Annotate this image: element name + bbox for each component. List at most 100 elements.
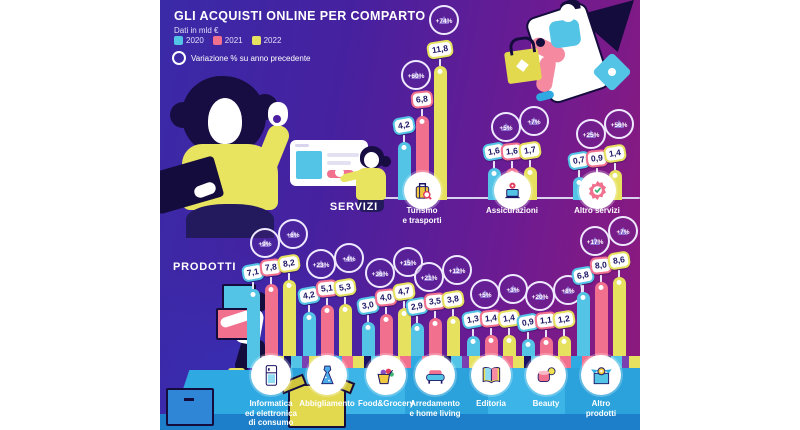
arrow-up-icon bbox=[614, 119, 624, 128]
category-label-assicurazioni: Assicurazioni bbox=[485, 206, 538, 215]
shopping-bag-icon bbox=[503, 47, 543, 85]
bar-column-2020: 7,1 bbox=[240, 262, 266, 368]
dress-icon bbox=[307, 355, 347, 395]
browser-image-block bbox=[296, 151, 322, 179]
arrow-up-icon bbox=[618, 226, 628, 235]
tag-connector bbox=[511, 161, 513, 168]
bar-2021 bbox=[264, 284, 278, 368]
bar-group-informatica-ed-elettronica-di-consumo: 7,1 +9% 7,8 +6% 8,2 bbox=[211, 219, 331, 368]
pct-change-badge: +36% bbox=[365, 258, 395, 289]
category-label-beauty: Beauty bbox=[532, 399, 560, 408]
arrow-up-icon bbox=[529, 116, 539, 125]
tag-connector bbox=[563, 329, 565, 336]
arrow-up-icon bbox=[375, 268, 385, 277]
tag-connector bbox=[508, 328, 510, 335]
tag-connector bbox=[472, 329, 474, 336]
bar-2022 bbox=[446, 316, 460, 368]
value-tag: 8,6 bbox=[606, 250, 632, 271]
tag-connector bbox=[308, 305, 310, 312]
pointing-woman-illustration bbox=[335, 146, 394, 212]
pct-value: +6% bbox=[286, 231, 300, 239]
arrow-up-icon bbox=[590, 236, 600, 245]
bar-column-2021: +17% 8,0 bbox=[580, 224, 613, 368]
pct-value: +21% bbox=[420, 274, 438, 282]
pct-change-badge: +74% bbox=[429, 5, 459, 36]
arrow-up-icon bbox=[586, 129, 596, 138]
pct-value: +74% bbox=[435, 17, 453, 25]
bar-column-2022: +7% 8,6 bbox=[606, 216, 638, 368]
shirt-shape bbox=[548, 18, 582, 49]
year-legend: 2020 2021 2022 bbox=[174, 36, 281, 45]
pct-value: +17% bbox=[586, 238, 604, 246]
pct-change-badge: +4% bbox=[334, 243, 364, 274]
tag-connector bbox=[385, 307, 387, 314]
bar-2022 bbox=[282, 280, 296, 368]
hand-shape bbox=[335, 168, 344, 177]
legend-label: 2020 bbox=[186, 36, 204, 45]
browser-text-line bbox=[327, 153, 359, 157]
bar-2021 bbox=[379, 314, 393, 368]
legend-chip bbox=[212, 36, 222, 45]
browser-text-line bbox=[327, 161, 351, 165]
face-shape bbox=[560, 4, 576, 22]
pct-value: +20% bbox=[531, 293, 549, 301]
tag-connector bbox=[270, 277, 272, 284]
tag-connector bbox=[252, 282, 254, 289]
luggage-icon bbox=[403, 172, 441, 209]
appliance-icon bbox=[251, 355, 291, 395]
pct-change-badge: +3% bbox=[498, 274, 528, 305]
tag-connector bbox=[578, 170, 580, 177]
pct-value: +23% bbox=[312, 261, 330, 269]
closed-box-illustration bbox=[166, 388, 214, 426]
face-shape bbox=[208, 98, 242, 144]
book-icon bbox=[471, 355, 511, 395]
tag-connector bbox=[344, 297, 346, 304]
arrow-up-icon bbox=[508, 284, 518, 293]
legend-chip bbox=[174, 36, 183, 45]
flying-shopper-illustration bbox=[480, 0, 640, 115]
pct-change-badge: +20% bbox=[525, 281, 555, 312]
bar-2022 bbox=[612, 277, 626, 368]
pct-change-badge: +60% bbox=[401, 60, 431, 91]
pct-value: +56% bbox=[610, 121, 628, 129]
pct-value: +7% bbox=[527, 118, 541, 126]
skirt-shape bbox=[358, 198, 384, 212]
bar-2022 bbox=[338, 304, 352, 368]
hair-shape bbox=[380, 156, 391, 167]
tag-connector bbox=[452, 309, 454, 316]
arrow-up-icon bbox=[344, 253, 354, 262]
bar-column-2022: +4% 5,3 bbox=[332, 243, 364, 368]
arrow-up-icon bbox=[260, 238, 270, 247]
legend-chip bbox=[251, 36, 261, 45]
value-tag: 6,8 bbox=[410, 90, 434, 110]
bar-group-altro-prodotti: 6,8 +17% 8,0 +7% 8,6 bbox=[541, 216, 640, 368]
arrow-up-icon bbox=[424, 272, 434, 281]
arrow-up-icon bbox=[452, 265, 462, 274]
category-label-editoria: Editoria bbox=[476, 399, 506, 408]
tag-connector bbox=[527, 332, 529, 339]
arrow-up-icon bbox=[316, 259, 326, 268]
bar-group-abbigliamento: 4,2 +23% 5,1 +4% 5,3 bbox=[267, 243, 387, 368]
bar-column-2021: +9% 7,8 bbox=[250, 226, 283, 368]
pct-value: +12% bbox=[448, 267, 466, 275]
value-tag: 11,8 bbox=[425, 39, 455, 60]
infographic-stage: GLI ACQUISTI ONLINE PER COMPARTO Dati in… bbox=[160, 0, 640, 430]
legend-item-2021: 2021 bbox=[212, 36, 243, 45]
bar-2022 bbox=[433, 66, 447, 200]
platform-front bbox=[160, 414, 640, 430]
pct-value: +15% bbox=[399, 259, 417, 267]
tag-connector bbox=[614, 163, 616, 170]
variation-note: Variazione % su anno precedente bbox=[172, 51, 311, 65]
bar-group-turismo-e-trasporti: 4,2 +60% 6,8 +74% 11,8 bbox=[362, 5, 482, 200]
tag-connector bbox=[416, 316, 418, 323]
bar-column-2022: +6% 8,2 bbox=[276, 219, 308, 368]
face-shape bbox=[364, 152, 379, 168]
variation-note-label: Variazione % su anno precedente bbox=[191, 53, 311, 63]
bar-2021 bbox=[594, 282, 608, 368]
tag-connector bbox=[596, 168, 598, 175]
pct-value: +36% bbox=[371, 270, 389, 278]
tag-connector bbox=[439, 59, 441, 66]
pct-change-badge: +7% bbox=[519, 106, 549, 137]
bar-2020 bbox=[302, 312, 316, 368]
sofa-icon bbox=[415, 355, 455, 395]
